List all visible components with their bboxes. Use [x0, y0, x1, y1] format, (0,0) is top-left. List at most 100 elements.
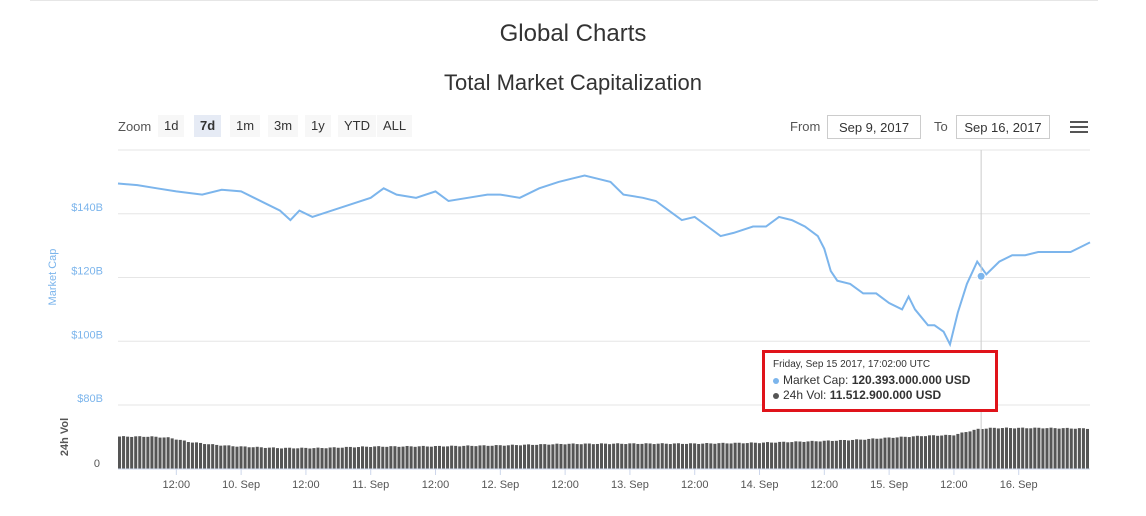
hamburger-menu-icon[interactable] — [1070, 121, 1088, 135]
tooltip-market-cap-label: Market Cap: — [783, 373, 849, 387]
zoom-button-3m[interactable]: 3m — [268, 115, 299, 137]
volume-bar — [944, 434, 948, 469]
volume-bar — [847, 440, 851, 469]
volume-bar — [644, 443, 648, 469]
tooltip-market-cap-value: 120.393.000.000 USD — [851, 373, 971, 387]
tooltip-date: Friday, Sep 15 2017, 17:02:00 UTC — [773, 359, 931, 370]
volume-bar — [446, 446, 450, 469]
volume-bar — [215, 444, 219, 469]
volume-bar — [118, 436, 122, 469]
volume-bar — [786, 442, 790, 469]
volume-bar — [867, 438, 871, 469]
zoom-button-all[interactable]: ALL — [377, 115, 413, 137]
volume-bar — [1013, 428, 1017, 469]
volume-bar — [689, 443, 693, 469]
volume-bar — [830, 440, 834, 469]
volume-bar — [369, 447, 373, 469]
y-tick-label: $80B — [77, 393, 103, 405]
volume-bar — [1033, 427, 1037, 469]
volume-bar — [247, 447, 251, 469]
volume-bar — [259, 447, 263, 469]
volume-bar — [235, 446, 239, 469]
volume-bar — [863, 439, 867, 469]
x-tick-label: 10. Sep — [222, 479, 260, 491]
volume-bar — [421, 445, 425, 469]
volume-bar — [778, 441, 782, 469]
volume-bar — [429, 446, 433, 469]
volume-bar — [620, 443, 624, 469]
volume-bar — [320, 448, 324, 469]
volume-bar — [433, 446, 437, 469]
volume-bar — [243, 446, 247, 469]
volume-bar — [288, 447, 292, 469]
volume-bar — [284, 447, 288, 469]
zoom-button-1d[interactable]: 1d — [158, 115, 185, 137]
tooltip-volume-row: 24h Vol: 11.512.900.000 USD — [773, 388, 987, 402]
to-label: To — [934, 119, 948, 134]
volume-bar — [770, 442, 774, 469]
volume-bar — [356, 447, 360, 469]
volume-bar — [636, 443, 640, 469]
y-tick-label: $140B — [71, 202, 103, 214]
volume-bar — [275, 448, 279, 469]
volume-bar — [397, 446, 401, 469]
volume-bar — [1061, 428, 1065, 469]
volume-bar — [664, 443, 668, 469]
volume-bar — [466, 445, 470, 469]
zoom-button-1m[interactable]: 1m — [230, 115, 261, 137]
volume-bar — [292, 448, 296, 469]
volume-bar — [583, 443, 587, 469]
volume-bar — [1029, 428, 1033, 469]
x-tick-label: 13. Sep — [611, 479, 649, 491]
volume-bar — [616, 443, 620, 469]
volume-bar — [523, 444, 527, 469]
volume-bar — [587, 443, 591, 469]
zoom-button-ytd[interactable]: YTD — [338, 115, 376, 137]
volume-bar — [365, 446, 369, 469]
x-tick-label: 15. Sep — [870, 479, 908, 491]
volume-bar — [806, 441, 810, 469]
zoom-button-1y[interactable]: 1y — [305, 115, 331, 137]
to-date-input[interactable] — [956, 115, 1050, 139]
volume-bar — [725, 443, 729, 469]
x-tick-label: 12:00 — [422, 479, 450, 491]
volume-bar — [437, 445, 441, 469]
volume-bar — [697, 443, 701, 469]
highlight-point — [976, 271, 986, 281]
volume-bar — [996, 428, 1000, 469]
volume-bar — [656, 443, 660, 469]
volume-bar — [632, 443, 636, 469]
volume-bar — [1017, 427, 1021, 469]
volume-bar — [373, 446, 377, 469]
volume-bar — [199, 442, 203, 469]
volume-bar — [1045, 428, 1049, 469]
volume-bar — [911, 436, 915, 469]
zoom-button-7d[interactable]: 7d — [194, 115, 222, 137]
volume-bar — [186, 442, 190, 469]
volume-axis-title: 24h Vol — [59, 418, 71, 456]
volume-bar — [1025, 428, 1029, 469]
volume-bar — [158, 437, 162, 469]
volume-bar — [401, 446, 405, 469]
volume-bar — [968, 431, 972, 469]
volume-bar — [182, 440, 186, 469]
from-label: From — [790, 119, 821, 134]
volume-bar — [575, 444, 579, 469]
volume-bar — [745, 443, 749, 469]
volume-bar — [535, 444, 539, 469]
volume-bar — [984, 428, 988, 469]
x-tick-label: 16. Sep — [1000, 479, 1038, 491]
volume-bar — [413, 446, 417, 469]
volume-bar — [543, 444, 547, 469]
volume-bar — [462, 445, 466, 469]
x-tick-label: 12:00 — [292, 479, 320, 491]
x-tick-label: 12:00 — [551, 479, 579, 491]
volume-bar — [741, 443, 745, 469]
volume-bar — [717, 443, 721, 469]
volume-bar — [190, 442, 194, 469]
volume-bar — [579, 444, 583, 469]
volume-bar — [271, 447, 275, 469]
volume-bar — [502, 445, 506, 469]
volume-bar — [1069, 428, 1073, 469]
from-date-input[interactable] — [827, 115, 921, 139]
